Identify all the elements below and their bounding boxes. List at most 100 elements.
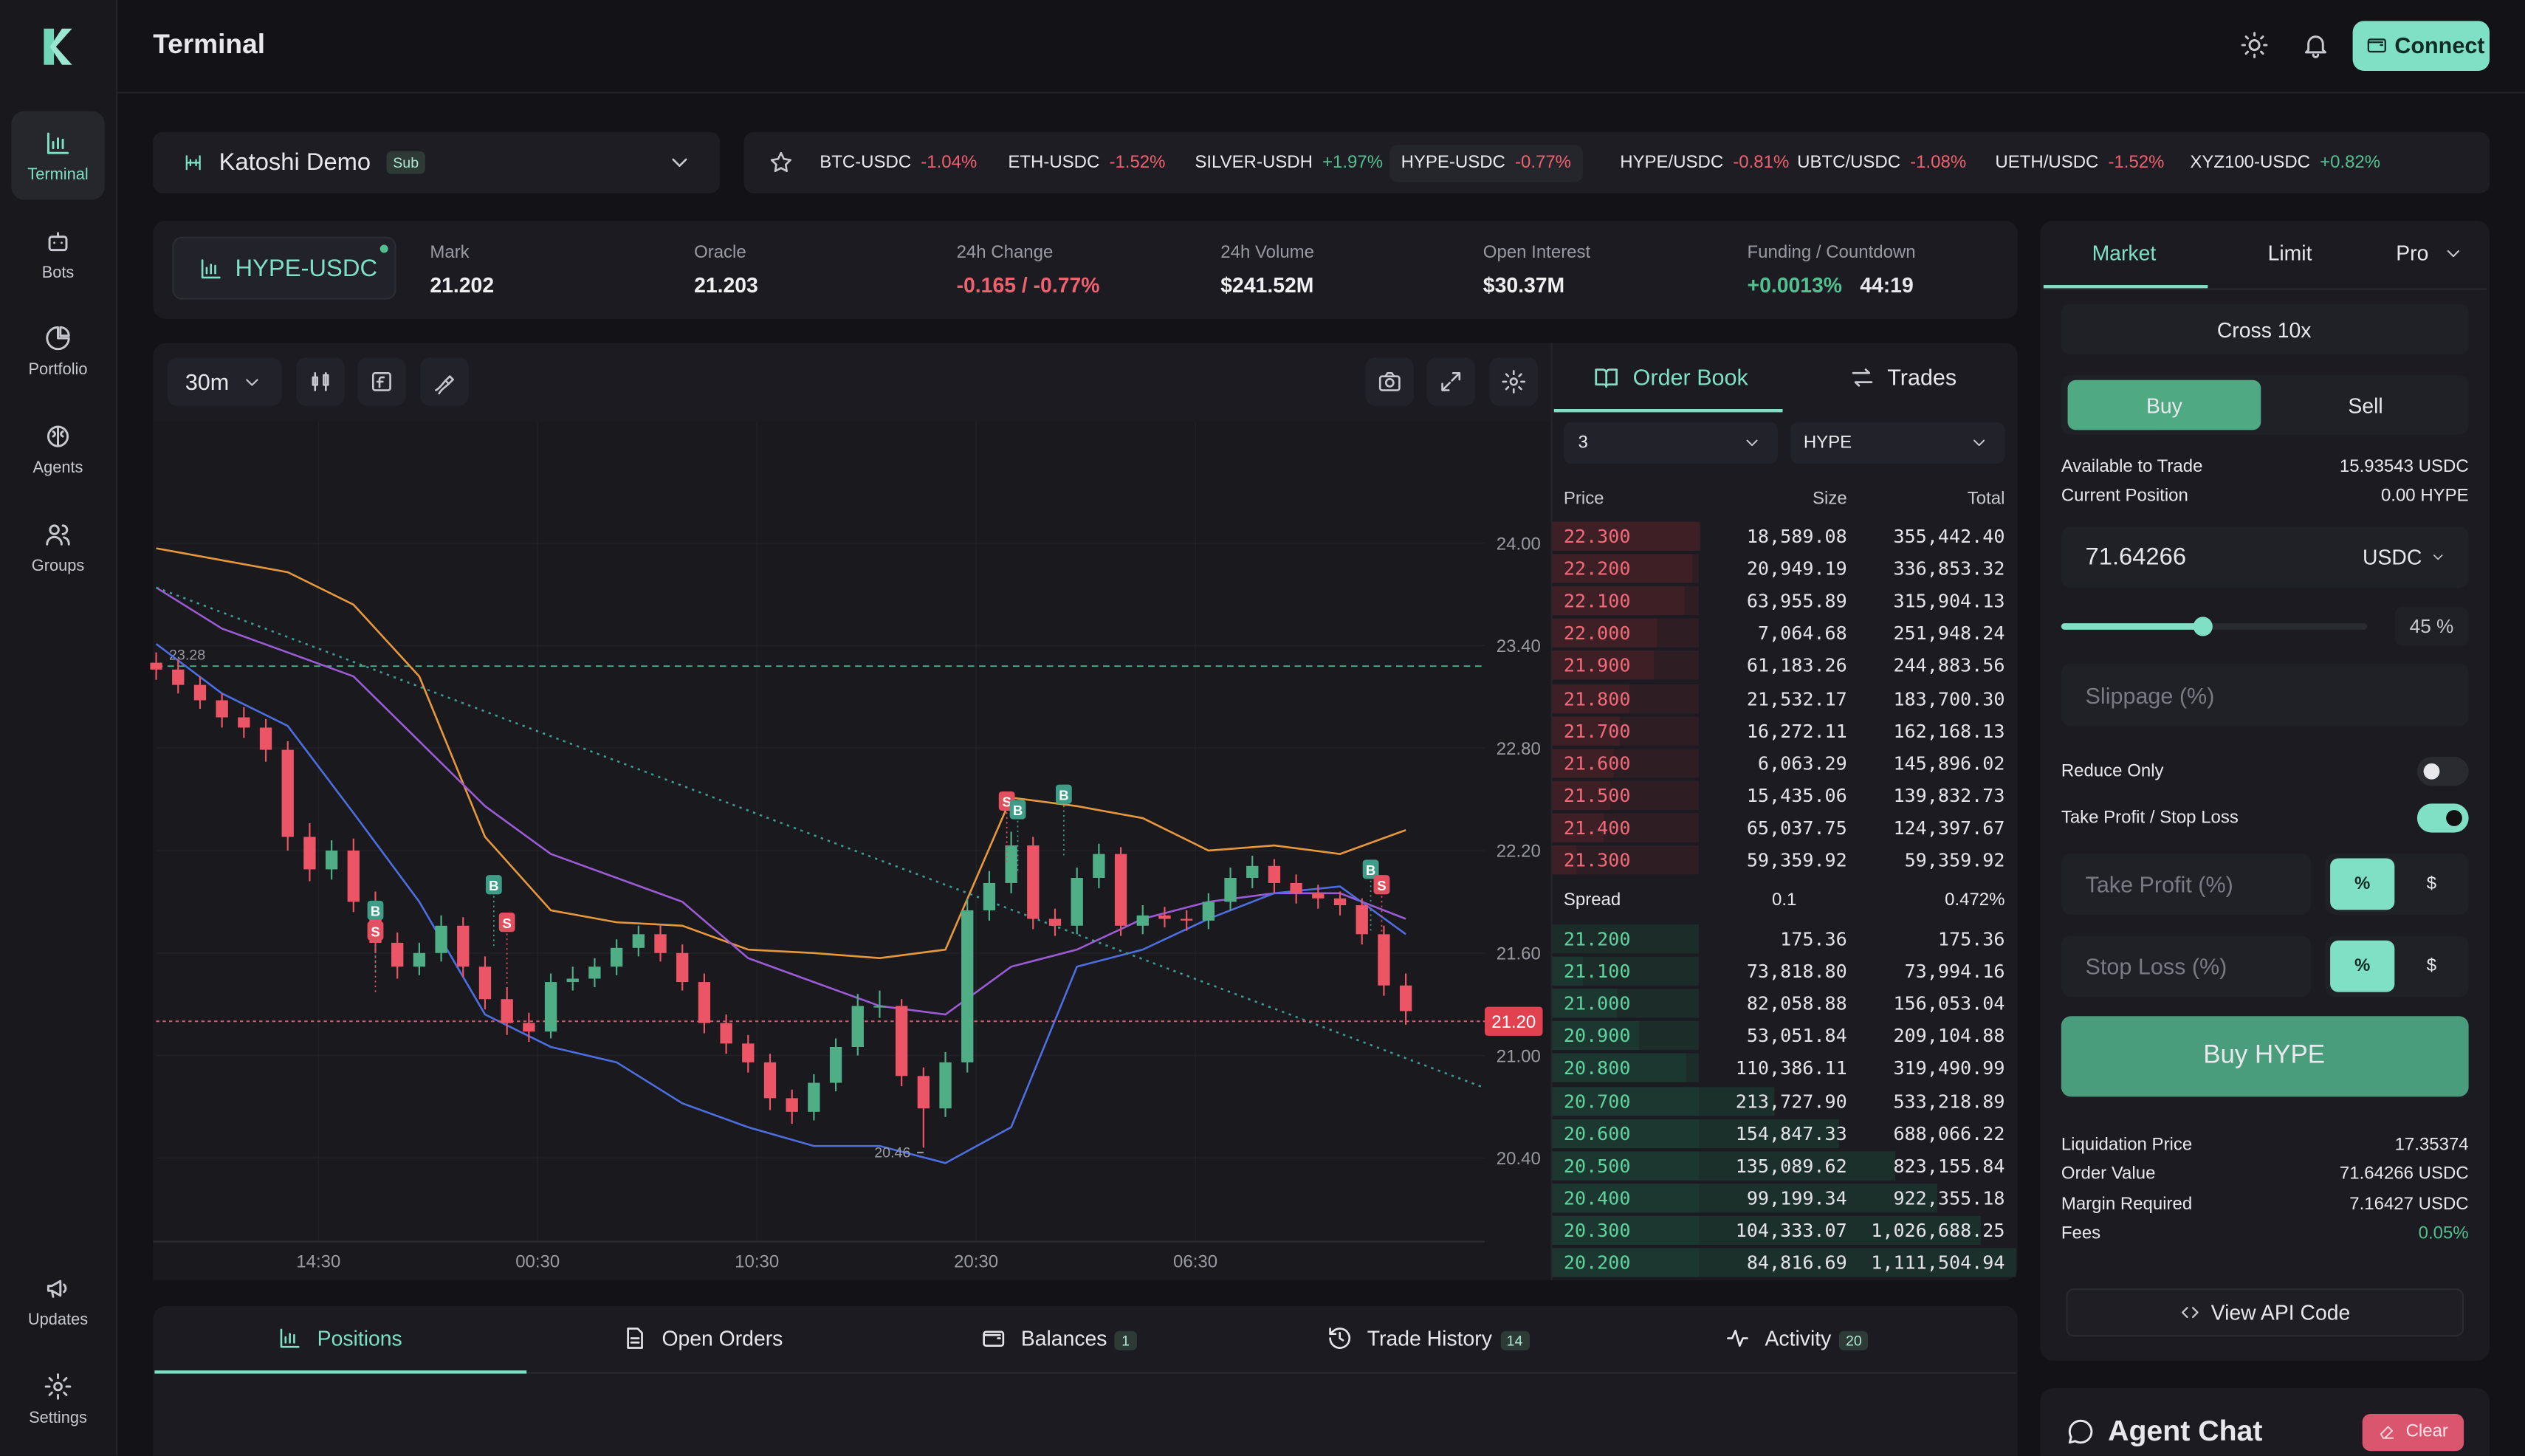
ob-cell: 110,386.11	[1735, 1057, 1847, 1080]
unit-active[interactable]	[2330, 940, 2395, 992]
slippage-input[interactable]	[2061, 663, 2469, 727]
unit[interactable]: $	[2426, 874, 2437, 894]
tool-button[interactable]	[1426, 357, 1475, 406]
ticker-symbol[interactable]: HYPE-USDC	[1401, 153, 1505, 173]
tool-button[interactable]	[1365, 357, 1415, 406]
ticker-change[interactable]: -1.04%	[921, 153, 978, 173]
ticker-symbol[interactable]: HYPE/USDC	[1620, 153, 1724, 173]
order-tab[interactable]: Market	[2092, 241, 2157, 265]
symbol-chip[interactable]	[172, 236, 396, 300]
unit[interactable]: %	[2354, 956, 2371, 976]
ticker-change[interactable]: -1.52%	[2108, 153, 2165, 173]
wallet-icon	[2367, 38, 2386, 53]
nav-label[interactable]: Terminal	[27, 166, 89, 185]
bottom-tab[interactable]: Activity 20	[1765, 1326, 1869, 1350]
bottom-tab[interactable]: Balances 1	[1021, 1326, 1136, 1350]
nav-label[interactable]: Settings	[29, 1409, 87, 1428]
precision-select[interactable]	[1563, 422, 1778, 464]
nav-active	[11, 111, 105, 200]
unit[interactable]: $	[2426, 956, 2437, 976]
ticker[interactable]: BTC-USDC -1.04%	[820, 153, 977, 172]
summary-value: 17.35374	[2394, 1135, 2469, 1155]
ticker[interactable]: SILVER-USDH +1.97%	[1195, 153, 1383, 172]
ticker-symbol[interactable]: SILVER-USDH	[1195, 153, 1313, 173]
side-label[interactable]: Buy	[2146, 394, 2182, 419]
bottom-tab[interactable]: Positions	[317, 1326, 402, 1350]
unit[interactable]: %	[2354, 874, 2371, 894]
bottom-tab[interactable]: Open Orders	[662, 1326, 783, 1350]
ticker-symbol[interactable]: ETH-USDC	[1008, 153, 1100, 173]
currency[interactable]: USDC	[2363, 545, 2422, 570]
connect-label[interactable]: Connect	[2394, 32, 2485, 58]
tab-icon	[1329, 1328, 1351, 1349]
api-button[interactable]	[2066, 1288, 2464, 1337]
amount: 71.64266	[2085, 543, 2187, 571]
ticker-change[interactable]: -1.52%	[1109, 153, 1166, 173]
ticker-symbol[interactable]: XYZ100-USDC	[2190, 153, 2310, 173]
ticker[interactable]: UETH/USDC -1.52%	[1995, 153, 2164, 172]
tab-label[interactable]: Positions	[317, 1326, 402, 1350]
ob-cell: 1,026,688.25	[1871, 1218, 2005, 1242]
ob-tab-icon	[1594, 368, 1617, 388]
side-label[interactable]: Sell	[2348, 394, 2383, 419]
asset-select[interactable]	[1790, 422, 2005, 464]
interval[interactable]: 30m	[185, 368, 230, 395]
amount-input[interactable]	[2061, 526, 2469, 588]
clear-label[interactable]: Clear	[2405, 1421, 2448, 1442]
page-title: Terminal	[153, 29, 265, 60]
account-selector[interactable]	[153, 131, 720, 193]
submit-button[interactable]	[2061, 1016, 2469, 1097]
tool-button[interactable]	[296, 357, 345, 406]
submit-label[interactable]: Buy HYPE	[2203, 1042, 2326, 1070]
clear-button[interactable]	[2362, 1414, 2464, 1452]
interval-select[interactable]	[167, 357, 282, 406]
nav-icon	[47, 1280, 67, 1298]
buy-side[interactable]	[2067, 380, 2261, 430]
ticker[interactable]: HYPE/USDC -0.81%	[1620, 153, 1789, 172]
tab-label[interactable]: Balances	[1020, 1326, 1107, 1350]
bottom-tab[interactable]: Trade History 14	[1367, 1326, 1530, 1350]
api-label[interactable]: View API Code	[2210, 1300, 2351, 1325]
margin-mode-label[interactable]: Cross 10x	[2216, 317, 2312, 343]
ob-cell: 21.300	[1563, 848, 1631, 871]
ob-cell: 124,397.67	[1893, 816, 2005, 839]
order-tab[interactable]: Pro	[2396, 241, 2429, 265]
ob-tab[interactable]: Order Book	[1632, 363, 1748, 390]
slider-thumb[interactable]	[2193, 617, 2213, 636]
nav-label[interactable]: Bots	[41, 264, 75, 283]
nav-label[interactable]: Updates	[27, 1311, 89, 1330]
ticker[interactable]: XYZ100-USDC +0.82%	[2190, 153, 2380, 172]
order-tab[interactable]: Limit	[2267, 241, 2312, 265]
ticker-symbol[interactable]: UETH/USDC	[1995, 153, 2099, 173]
ticker-change[interactable]: -1.08%	[1910, 153, 1967, 173]
asset[interactable]: HYPE	[1803, 433, 1852, 453]
ob-tab[interactable]: Trades	[1887, 363, 1957, 390]
ticker-change[interactable]: -0.81%	[1733, 153, 1790, 173]
tpsl-input[interactable]	[2061, 935, 2311, 997]
api-icon	[2181, 1307, 2199, 1319]
ticker-change[interactable]: +1.97%	[1322, 153, 1384, 173]
nav-label[interactable]: Groups	[31, 557, 85, 576]
nav-label[interactable]: Portfolio	[28, 361, 88, 380]
unit-active[interactable]	[2330, 858, 2395, 910]
margin-mode[interactable]	[2061, 304, 2469, 354]
tpsl-input[interactable]	[2061, 853, 2311, 915]
summary-value: 7.16427 USDC	[2349, 1194, 2469, 1214]
ticker-symbol[interactable]: BTC-USDC	[820, 153, 912, 173]
ticker-symbol[interactable]: UBTC/USDC	[1797, 153, 1901, 173]
ticker-change[interactable]: -0.77%	[1514, 153, 1572, 173]
ticker-change[interactable]: +0.82%	[2320, 153, 2381, 173]
connect-button[interactable]	[2352, 21, 2490, 71]
tab-label[interactable]: Open Orders	[662, 1326, 783, 1350]
ticker[interactable]: HYPE-USDC -0.77%	[1401, 153, 1571, 172]
nav-label[interactable]: Agents	[32, 459, 83, 478]
slider-track[interactable]	[2061, 623, 2368, 630]
ticker[interactable]: UBTC/USDC -1.08%	[1797, 153, 1966, 172]
ticker[interactable]: ETH-USDC -1.52%	[1008, 153, 1165, 172]
ob-tab-icon	[1851, 368, 1872, 386]
tab-label[interactable]: Trade History	[1367, 1326, 1492, 1350]
tab-label[interactable]: Activity	[1765, 1326, 1832, 1350]
tool-button[interactable]	[1489, 357, 1538, 406]
summary-label: Liquidation Price	[2061, 1135, 2193, 1155]
precision[interactable]: 3	[1578, 433, 1588, 453]
